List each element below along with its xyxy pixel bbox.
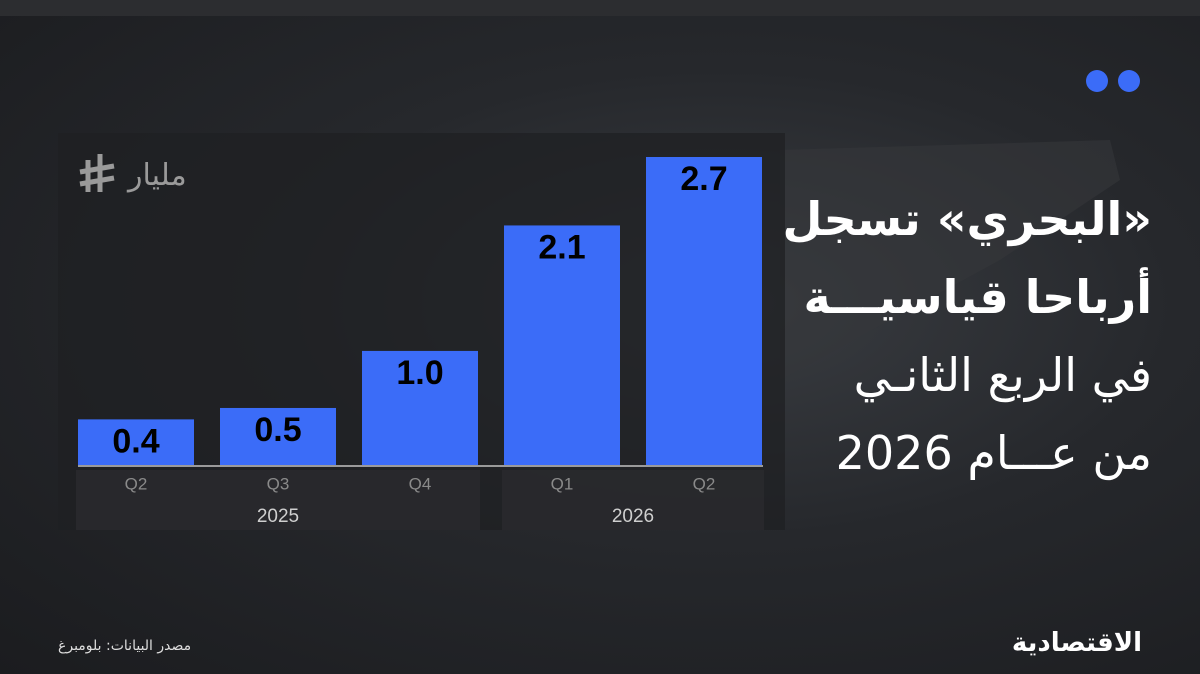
title: «البحري» تسجل أرباحا قياسيـــة في الربع … [732, 180, 1152, 492]
value-label: 2.7 [680, 160, 727, 198]
value-label: 0.4 [112, 422, 159, 460]
top-strip [0, 0, 1200, 16]
year-band [76, 470, 480, 530]
bar [78, 419, 194, 465]
value-label: 1.0 [396, 354, 443, 392]
brand-logo: الاقتصادية [1011, 628, 1142, 658]
unit-icon [79, 154, 115, 192]
title-line: في الربع الثانـي [853, 348, 1152, 402]
unit-label: مليار [128, 158, 187, 193]
title-line: من عـــام 2026 [835, 426, 1152, 480]
year-label: 2026 [612, 506, 654, 527]
x-tick-label: Q1 [551, 474, 574, 493]
x-tick-label: Q2 [125, 474, 148, 493]
value-label: 0.5 [254, 411, 301, 449]
bar [646, 157, 762, 465]
source: مصدر البيانات: بلومبرغ [58, 638, 192, 654]
ship-shape [780, 140, 1120, 380]
value-label: 2.1 [538, 228, 585, 266]
dot [1086, 70, 1108, 92]
title-line: أرباحا قياسيـــة [803, 270, 1152, 324]
title-line: «البحري» تسجل [782, 192, 1152, 246]
bar [504, 225, 620, 465]
year-band [502, 470, 764, 530]
x-tick-label: Q2 [693, 474, 716, 493]
dot [1118, 70, 1140, 92]
bar [220, 407, 336, 465]
bar [362, 350, 478, 465]
x-tick-label: Q3 [267, 474, 290, 493]
year-label: 2025 [257, 506, 299, 527]
x-tick-label: Q4 [409, 474, 432, 493]
